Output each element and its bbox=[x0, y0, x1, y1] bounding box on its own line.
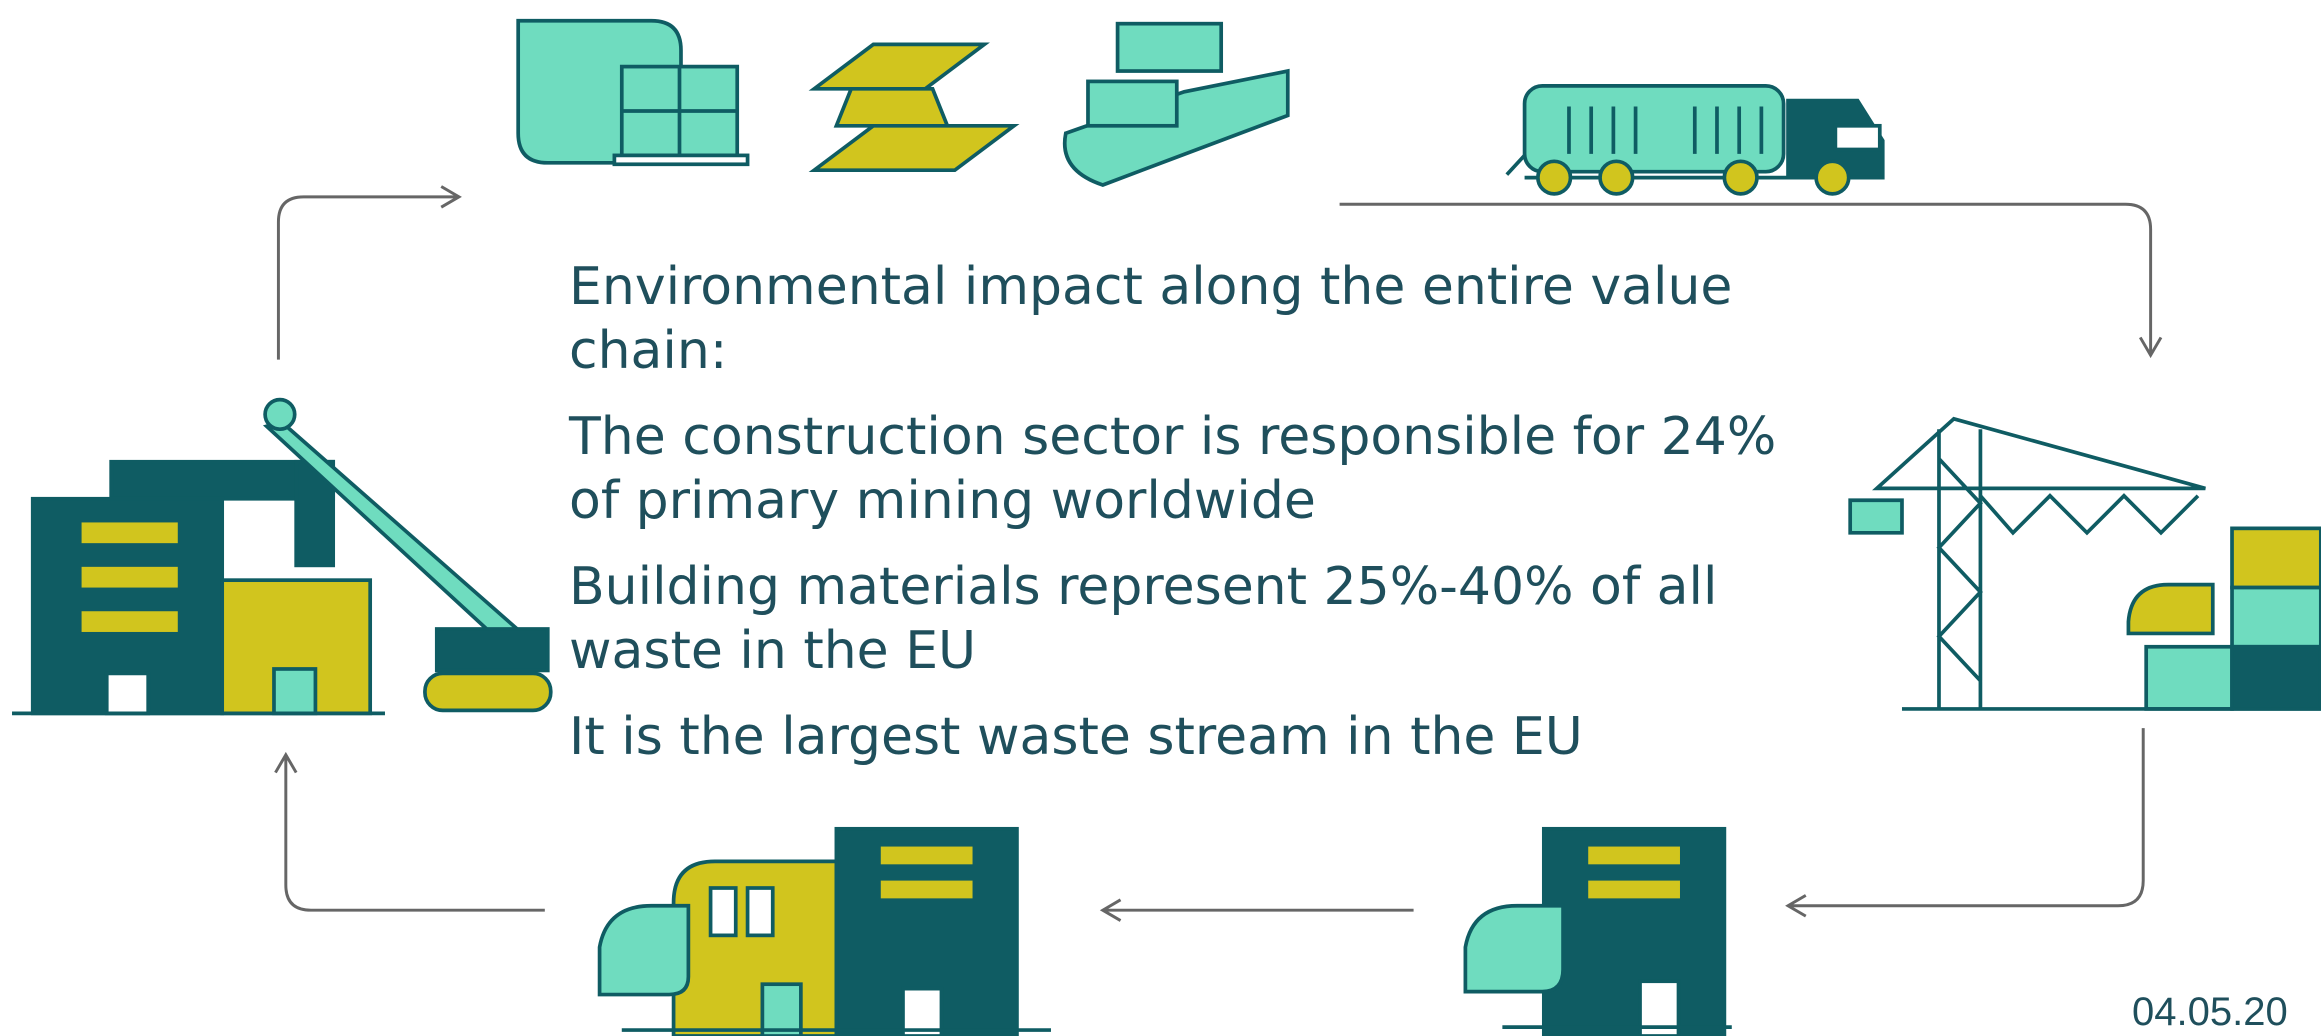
bullet: The construction sector is responsible f… bbox=[569, 405, 1809, 533]
text-box: Environmental impact along the entire va… bbox=[569, 255, 1809, 791]
date: 04.05.20 bbox=[2132, 990, 2288, 1035]
bullet: It is the largest waste stream in the EU bbox=[569, 705, 1809, 769]
bullet: Building materials represent 25%-40% of … bbox=[569, 555, 1809, 683]
slide: Environmental impact along the entire va… bbox=[0, 0, 2321, 1036]
heading: Environmental impact along the entire va… bbox=[569, 255, 1809, 383]
